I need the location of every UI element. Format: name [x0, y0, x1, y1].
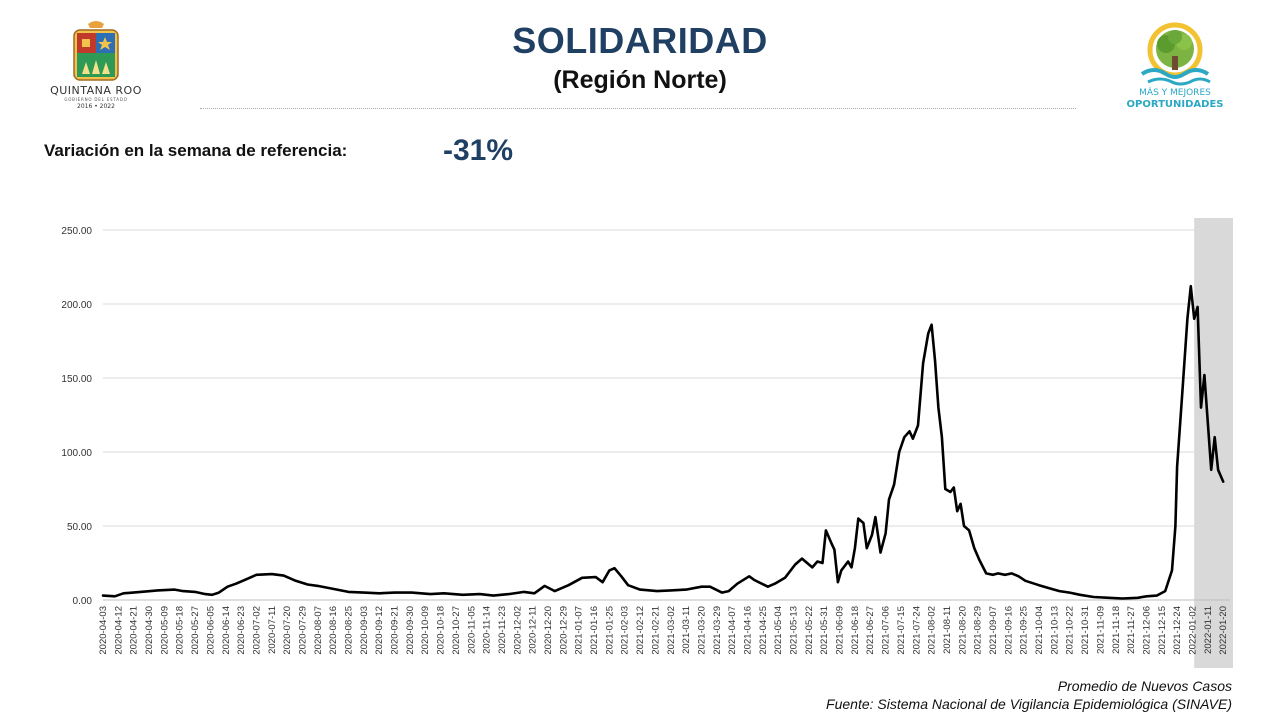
x-tick-label: 2021-08-20: [957, 606, 968, 655]
x-tick-label: 2020-04-30: [144, 606, 155, 655]
x-tick-label: 2021-11-09: [1095, 606, 1106, 654]
x-tick-label: 2021-08-29: [973, 606, 984, 655]
x-tick-label: 2021-07-24: [911, 606, 922, 655]
logo-left-years: 2016 • 2022: [77, 103, 115, 110]
coat-of-arms-icon: [73, 21, 119, 81]
logo-left-subtitle: GOBIERNO DEL ESTADO: [64, 97, 128, 102]
x-tick-label: 2020-11-23: [497, 606, 508, 654]
x-tick-label: 2021-05-04: [773, 606, 784, 655]
x-tick-label: 2021-01-16: [589, 606, 600, 655]
x-tick-label: 2021-09-07: [988, 606, 999, 655]
x-tick-label: 2020-07-11: [267, 606, 278, 654]
x-tick-label: 2020-11-14: [482, 606, 493, 654]
x-tick-label: 2020-09-03: [359, 606, 370, 655]
x-tick-label: 2020-12-11: [528, 606, 539, 654]
source-caption: Fuente: Sistema Nacional de Vigilancia E…: [826, 696, 1232, 712]
x-tick-label: 2020-07-02: [251, 606, 262, 655]
x-tick-label: 2021-07-15: [896, 606, 907, 655]
series-line: [101, 284, 1225, 600]
x-tick-label: 2020-09-30: [405, 606, 416, 655]
y-tick-label: 150.00: [61, 374, 92, 385]
x-tick-label: 2021-03-11: [681, 606, 692, 654]
x-tick-label: 2021-03-20: [696, 606, 707, 655]
x-tick-label: 2021-03-02: [666, 606, 677, 655]
x-tick-label: 2020-08-25: [344, 606, 355, 655]
cases-line-chart: 0.00 50.00 100.00 150.00 200.00 250.00 2020-04…: [61, 218, 1233, 668]
x-tick-label: 2020-06-05: [205, 606, 216, 655]
x-tick-label: 2020-08-07: [313, 606, 324, 655]
x-tick-label: 2020-12-29: [558, 606, 569, 655]
x-tick-label: 2021-10-22: [1065, 606, 1076, 655]
logo-left-name: QUINTANA ROO: [50, 84, 142, 97]
x-tick-label: 2020-06-14: [221, 606, 232, 655]
x-tick-label: 2021-09-16: [1003, 606, 1014, 655]
x-tick-label: 2021-07-06: [881, 606, 892, 655]
x-tick-label: 2020-05-27: [190, 606, 201, 655]
x-tick-label: 2022-01-02: [1187, 606, 1198, 655]
x-tick-label: 2021-11-27: [1126, 606, 1137, 654]
x-tick-label: 2020-05-09: [159, 606, 170, 655]
x-tick-label: 2021-05-13: [789, 606, 800, 655]
x-tick-label: 2020-04-03: [98, 606, 109, 655]
y-tick-label: 50.00: [67, 522, 92, 533]
oportunidades-logo: MÁS Y MEJORES OPORTUNIDADES: [1120, 22, 1230, 114]
x-tick-label: 2020-11-05: [466, 606, 477, 654]
x-tick-label: 2021-01-07: [574, 606, 585, 655]
x-tick-label: 2021-06-27: [865, 606, 876, 655]
x-tick-label: 2021-12-06: [1141, 606, 1152, 655]
x-tick-label: 2021-04-25: [758, 606, 769, 655]
x-tick-label: 2020-05-18: [175, 606, 186, 655]
x-tick-label: 2020-09-12: [374, 606, 385, 655]
x-tick-label: 2021-03-29: [712, 606, 723, 655]
tree-icon: [1140, 22, 1211, 86]
x-tick-label: 2020-12-20: [543, 606, 554, 655]
x-tick-label: 2020-10-27: [451, 606, 462, 655]
x-tick-label: 2021-05-31: [819, 606, 830, 655]
x-tick-label: 2021-08-02: [927, 606, 938, 655]
x-tick-label: 2021-04-07: [727, 606, 738, 655]
quintana-roo-logo: QUINTANA ROO GOBIERNO DEL ESTADO 2016 • …: [44, 18, 148, 114]
logo-right-line2: OPORTUNIDADES: [1126, 99, 1224, 110]
x-tick-label: 2022-01-11: [1203, 606, 1214, 654]
x-tick-label: 2021-06-18: [850, 606, 861, 655]
x-tick-label: 2021-10-04: [1034, 606, 1045, 655]
x-tick-label: 2021-02-21: [650, 606, 661, 655]
x-tick-label: 2021-04-16: [742, 606, 753, 655]
x-tick-label: 2021-06-09: [835, 606, 846, 655]
x-tick-label: 2020-07-29: [297, 606, 308, 655]
x-tick-label: 2021-12-24: [1172, 606, 1183, 655]
x-tick-label: 2020-06-23: [236, 606, 247, 655]
x-tick-label: 2021-02-12: [635, 606, 646, 655]
x-tick-label: 2020-12-02: [512, 606, 523, 655]
y-tick-label: 0.00: [73, 596, 93, 607]
x-tick-label: 2020-08-16: [328, 606, 339, 655]
x-tick-label: 2021-01-25: [604, 606, 615, 655]
variation-value: -31%: [443, 134, 514, 167]
variation-label: Variación en la semana de referencia:: [44, 141, 348, 160]
x-tick-label: 2021-02-03: [620, 606, 631, 655]
x-tick-label: 2021-11-18: [1111, 606, 1122, 654]
x-tick-label: 2021-10-31: [1080, 606, 1091, 655]
x-tick-label: 2020-10-18: [436, 606, 447, 655]
x-tick-label: 2020-07-20: [282, 606, 293, 655]
y-tick-label: 200.00: [61, 300, 92, 311]
page-subtitle: (Región Norte): [553, 66, 727, 94]
logo-right-line1: MÁS Y MEJORES: [1139, 88, 1211, 98]
y-tick-label: 250.00: [61, 226, 92, 237]
x-tick-label: 2020-04-12: [113, 606, 124, 655]
x-tick-label: 2020-04-21: [129, 606, 140, 655]
page-title: SOLIDARIDAD: [512, 20, 768, 61]
x-tick-label: 2021-10-13: [1049, 606, 1060, 655]
x-tick-label: 2022-01-20: [1218, 606, 1229, 655]
x-tick-label: 2021-05-22: [804, 606, 815, 655]
y-tick-label: 100.00: [61, 448, 92, 459]
x-tick-label: 2021-09-25: [1019, 606, 1030, 655]
header-divider: [200, 108, 1076, 109]
x-tick-label: 2020-10-09: [420, 606, 431, 655]
x-tick-label: 2021-12-15: [1157, 606, 1168, 655]
x-tick-label: 2020-09-21: [390, 606, 401, 655]
x-tick-label: 2021-08-11: [942, 606, 953, 654]
series-caption: Promedio de Nuevos Casos: [1057, 678, 1232, 694]
